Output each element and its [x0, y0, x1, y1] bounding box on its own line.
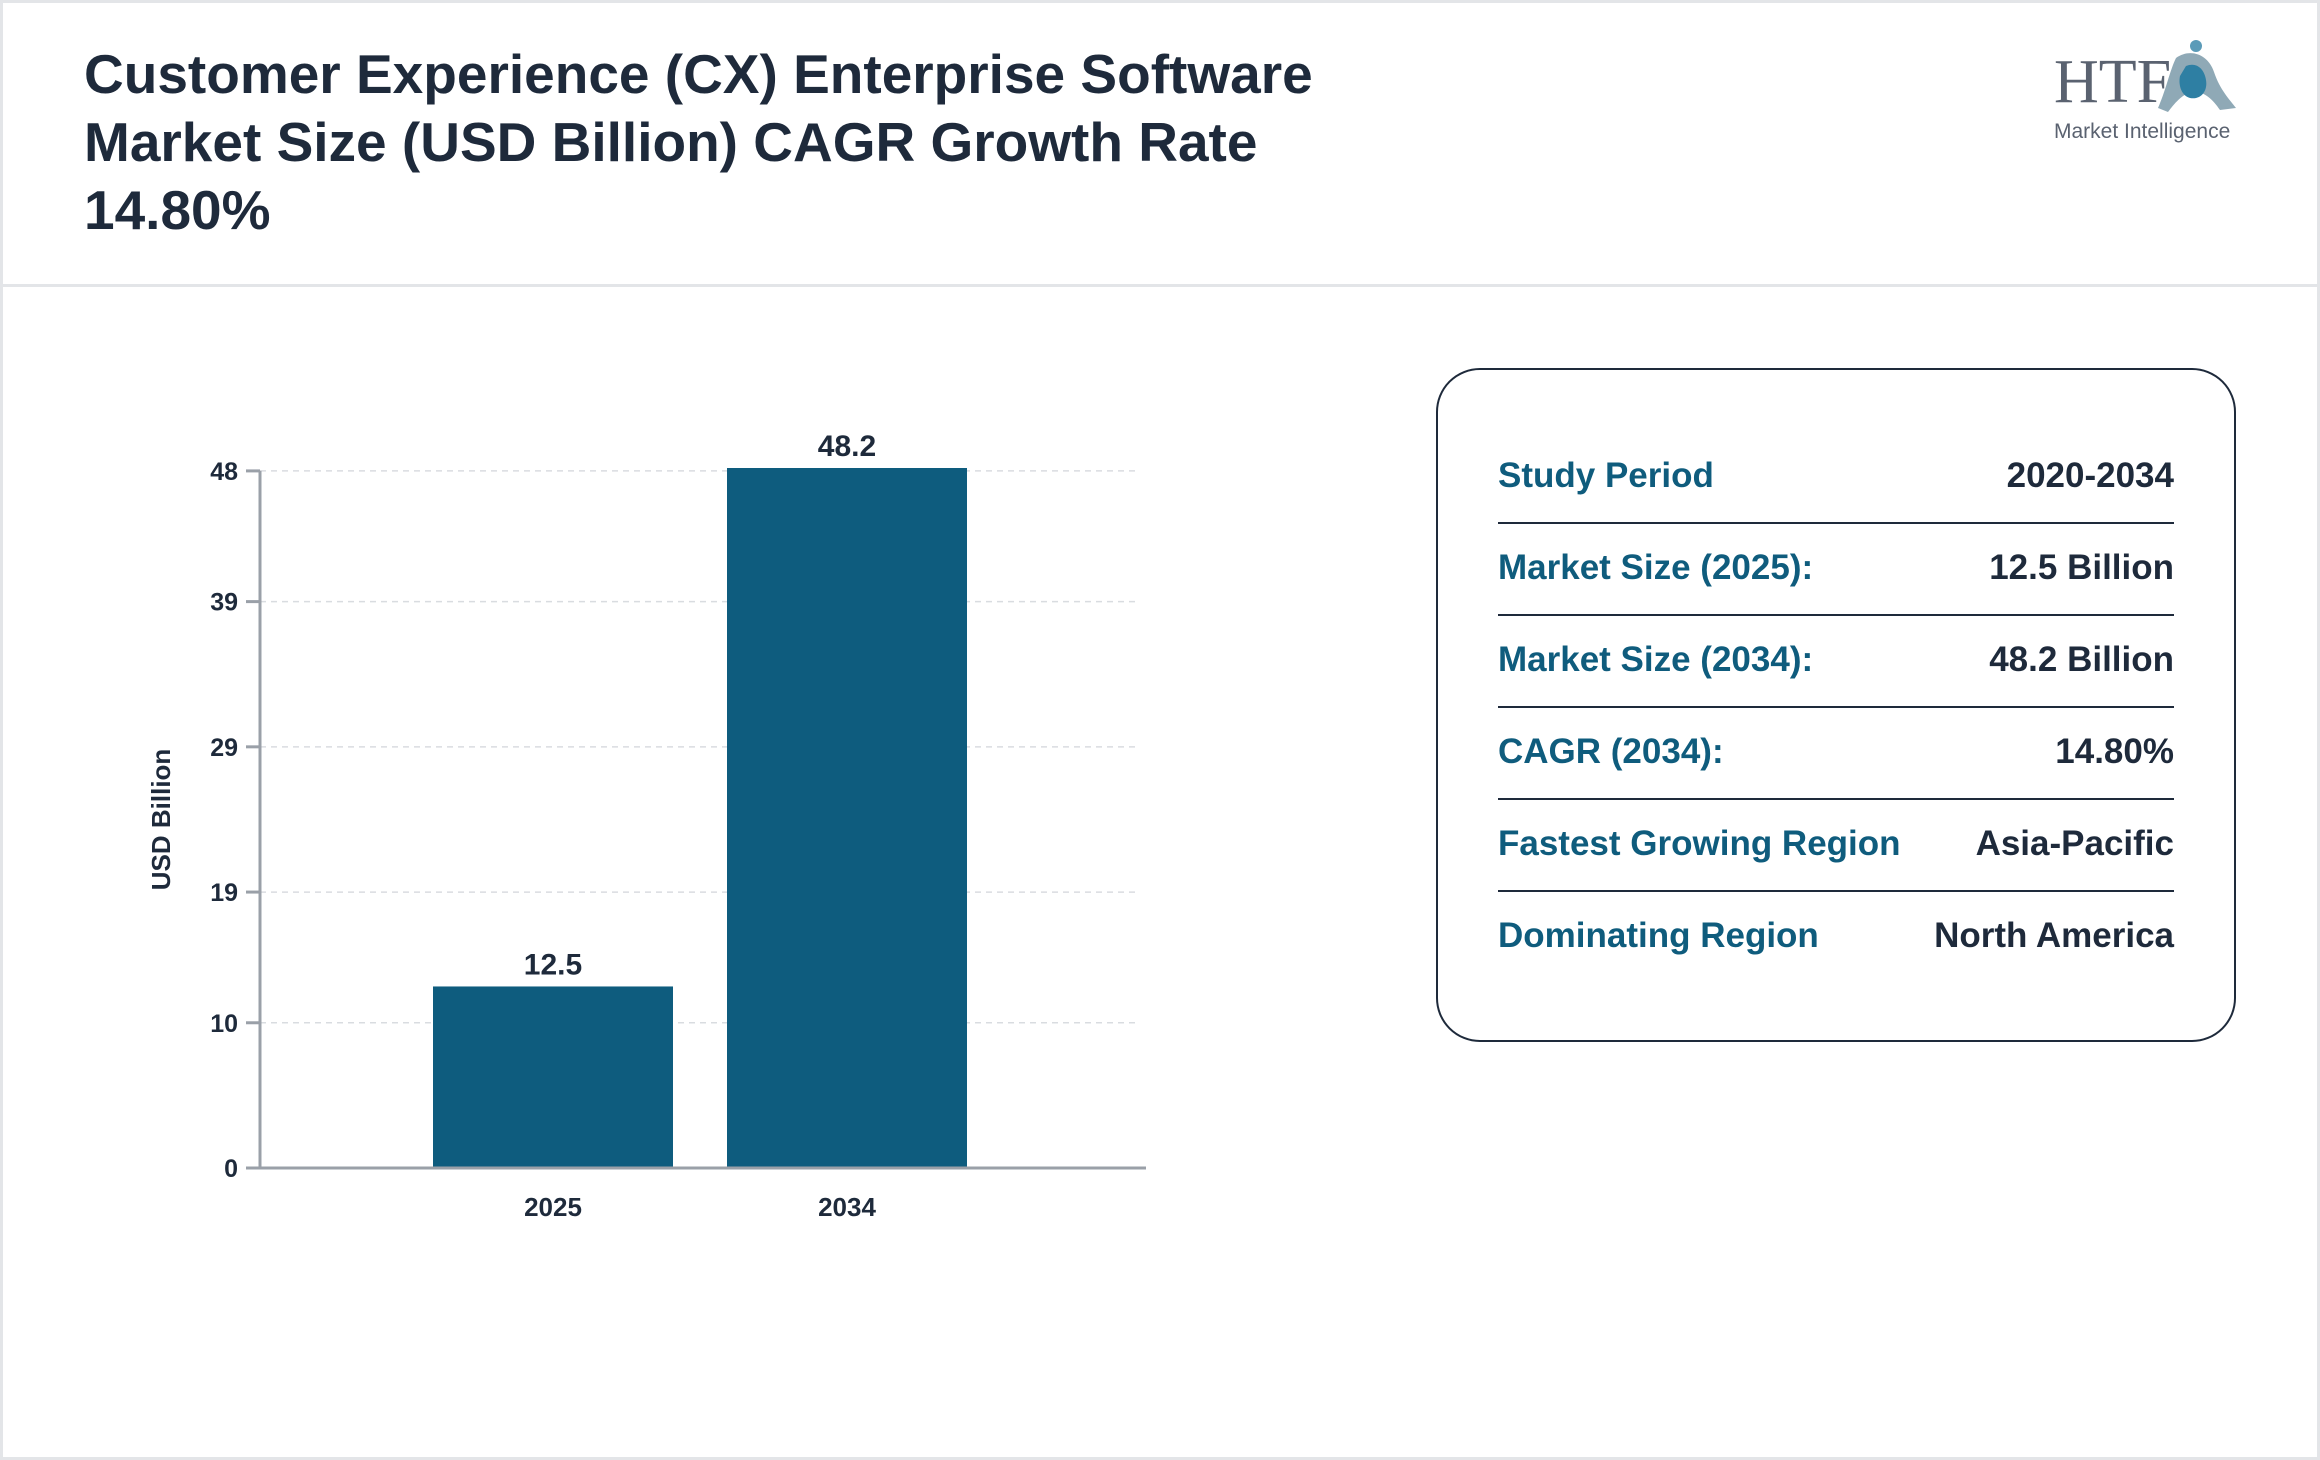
data-label: 48.2 [818, 430, 876, 463]
bar-chart: 0 10 19 29 39 48 12.5 2025 48.2 2034 USD Billion [130, 410, 1170, 1240]
info-row-cagr: CAGR (2034): 14.80% [1498, 706, 2174, 800]
info-label: Market Size (2025): [1498, 548, 1814, 587]
header: Customer Experience (CX) Enterprise Soft… [0, 0, 2320, 287]
y-axis-label: USD Billion [146, 749, 176, 891]
logo-text-main: HTF [2054, 48, 2171, 116]
info-row-dominating-region: Dominating Region North America [1498, 890, 2174, 982]
info-value: Asia-Pacific [1975, 824, 2174, 863]
y-tick-label: 0 [224, 1155, 238, 1183]
info-label: Fastest Growing Region [1498, 824, 1901, 863]
info-label: CAGR (2034): [1498, 732, 1724, 771]
info-row-fastest-region: Fastest Growing Region Asia-Pacific [1498, 798, 2174, 892]
info-value: North America [1934, 916, 2174, 955]
market-info-card: Study Period 2020-2034 Market Size (2025… [1436, 368, 2236, 1042]
info-value: 12.5 Billion [1989, 548, 2174, 587]
info-label: Study Period [1498, 456, 1714, 495]
info-row-study-period: Study Period 2020-2034 [1498, 430, 2174, 524]
label-layer: 0 10 19 29 39 48 12.5 2025 48.2 2034 [210, 430, 876, 1222]
page-title: Customer Experience (CX) Enterprise Soft… [84, 43, 1313, 241]
logo-figure-body [2179, 64, 2207, 99]
info-value: 14.80% [2055, 732, 2174, 771]
x-tick-label: 2025 [524, 1192, 582, 1222]
bar-2025 [433, 986, 673, 1168]
info-label: Market Size (2034): [1498, 640, 1814, 679]
logo-text-sub: Market Intelligence [2054, 120, 2230, 143]
info-row-market-size-2034: Market Size (2034): 48.2 Billion [1498, 614, 2174, 708]
axis-layer [258, 470, 1146, 1170]
info-value: 48.2 Billion [1989, 640, 2174, 679]
grid-layer [246, 469, 1140, 1170]
data-label: 12.5 [524, 948, 582, 981]
y-tick-label: 29 [210, 734, 238, 762]
info-value: 2020-2034 [2006, 456, 2174, 495]
y-tick-label: 48 [210, 458, 238, 486]
htf-logo: HTF Market Intelligence [2050, 38, 2240, 148]
y-tick-label: 10 [210, 1010, 238, 1038]
logo-graphic: HTF Market Intelligence [2054, 40, 2236, 143]
chart-svg: 0 10 19 29 39 48 12.5 2025 48.2 2034 USD Billion [146, 430, 1146, 1222]
bar-2034 [727, 468, 967, 1168]
y-tick-label: 39 [210, 589, 238, 617]
y-tick-label: 19 [210, 879, 238, 907]
logo-figure-head [2190, 40, 2202, 52]
bar-layer [433, 468, 967, 1168]
x-tick-label: 2034 [818, 1192, 876, 1222]
info-label: Dominating Region [1498, 916, 1819, 955]
info-row-market-size-2025: Market Size (2025): 12.5 Billion [1498, 522, 2174, 616]
